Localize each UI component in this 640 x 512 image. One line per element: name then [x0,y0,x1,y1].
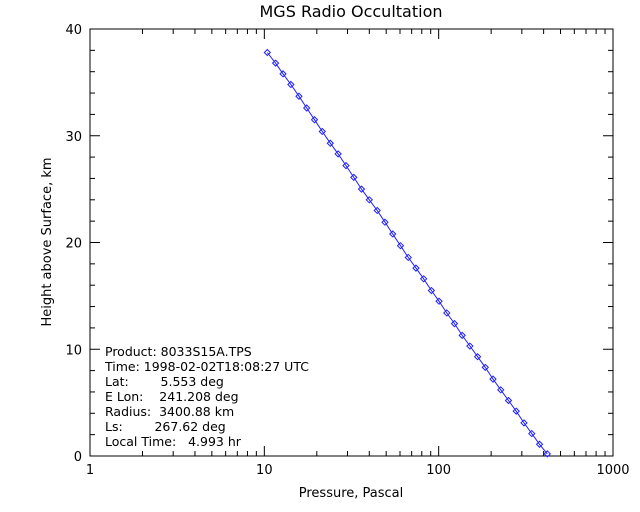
data-point-marker [450,319,459,328]
data-point-marker [466,342,474,350]
data-point-marker [481,363,489,372]
series-line [266,52,548,455]
x-tick-label: 100 [426,463,451,478]
data-point-marker [389,230,397,238]
data-point-marker [373,206,381,215]
data-point-marker [427,286,436,295]
y-tick-label: 30 [65,130,82,145]
y-axis-label: Height above Surface, km [40,157,55,326]
x-tick-label: 10 [256,463,273,478]
data-point-marker [279,70,287,78]
data-point-marker [419,275,428,283]
data-point-marker [350,173,358,182]
y-axis-ticks: 0 10 20 30 40 [65,23,613,465]
data-point-marker [365,196,373,204]
data-point-marker [342,161,350,170]
data-point-marker [381,218,389,226]
y-tick-label: 40 [65,23,82,38]
y-tick-label: 10 [65,343,82,358]
data-point-marker [443,309,451,317]
info-ls: Ls: 267.62 deg [105,419,226,434]
info-elon: E Lon: 241.208 deg [105,389,239,404]
y-tick-label: 0 [74,450,82,465]
data-point-marker [435,297,443,305]
x-tick-label: 1000 [596,463,629,478]
data-point-marker [412,264,420,272]
data-point-marker [295,92,303,100]
data-point-marker [357,185,366,193]
data-point-marker [535,440,544,448]
data-point-marker [543,450,552,458]
info-product: Product: 8033S15A.TPS [105,344,252,359]
data-point-marker [504,396,513,405]
x-axis-label: Pressure, Pascal [299,486,404,501]
data-point-marker [497,386,505,394]
data-point-marker [512,407,520,415]
data-point-marker [489,375,497,383]
series-group [263,48,552,458]
data-point-marker [528,429,536,438]
data-point-marker [326,139,335,147]
info-radius: Radius: 3400.88 km [105,404,234,419]
data-point-marker [302,104,311,112]
data-point-marker [271,59,280,67]
data-point-marker [318,127,326,136]
data-point-marker [396,241,405,250]
info-block: Product: 8033S15A.TPS Time: 1998-02-02T1… [104,344,309,449]
data-point-marker [520,419,528,427]
chart-title: MGS Radio Occultation [260,2,443,21]
data-point-marker [263,48,272,57]
x-tick-label: 1 [86,463,94,478]
data-point-marker [287,80,295,89]
data-point-marker [310,116,319,124]
x-axis-ticks: 1 10 100 1000 [86,29,630,478]
data-point-marker [473,353,482,361]
data-point-marker [458,331,466,340]
info-time: Time: 1998-02-02T18:08:27 UTC [104,359,309,374]
info-lat: Lat: 5.553 deg [105,374,224,389]
info-local-time: Local Time: 4.993 hr [105,434,242,449]
data-point-marker [404,253,412,262]
y-tick-label: 20 [65,237,82,252]
data-point-marker [334,150,342,158]
